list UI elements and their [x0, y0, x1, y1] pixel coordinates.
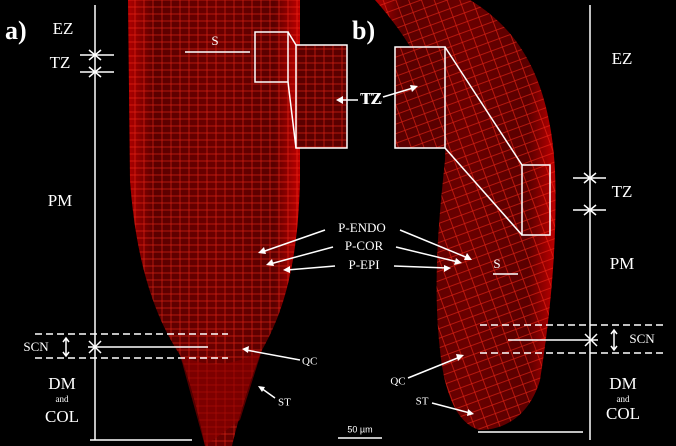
zone-label: PM	[48, 191, 73, 210]
zone-label: DM	[609, 374, 636, 393]
qc-label: QC	[302, 356, 317, 368]
qc-label: QC	[390, 376, 405, 388]
panel-label: a)	[5, 16, 27, 45]
st-label: ST	[278, 397, 291, 409]
structure-label: S	[493, 256, 500, 271]
layer-label: P-EPI	[348, 257, 379, 272]
zone-label: COL	[606, 404, 640, 423]
st-label: ST	[416, 396, 429, 408]
page: {"panels":[ {"label":"a)","zones":{"ez":…	[0, 0, 676, 446]
layer-label: P-ENDO	[338, 220, 386, 235]
scale-bar-label: 50 µm	[347, 424, 372, 434]
zone-label: and	[56, 394, 69, 404]
panel-label: b)	[352, 16, 375, 45]
zone-label: DM	[48, 374, 75, 393]
zone-label: TZ	[50, 53, 71, 72]
structure-label: S	[211, 33, 218, 48]
zone-label: TZ	[612, 182, 633, 201]
layer-label: P-COR	[345, 238, 384, 253]
zone-label: SCN	[629, 331, 655, 346]
figure: a) EZ TZ PM SCN DM and COL S TZ QC ST P-…	[0, 0, 676, 446]
zone-label: COL	[45, 407, 79, 426]
inset-label: TZ	[362, 89, 383, 108]
zone-label: PM	[610, 254, 635, 273]
zone-label: EZ	[612, 49, 633, 68]
zone-label: and	[617, 394, 630, 404]
zone-label: SCN	[23, 339, 49, 354]
zone-label: EZ	[53, 19, 74, 38]
